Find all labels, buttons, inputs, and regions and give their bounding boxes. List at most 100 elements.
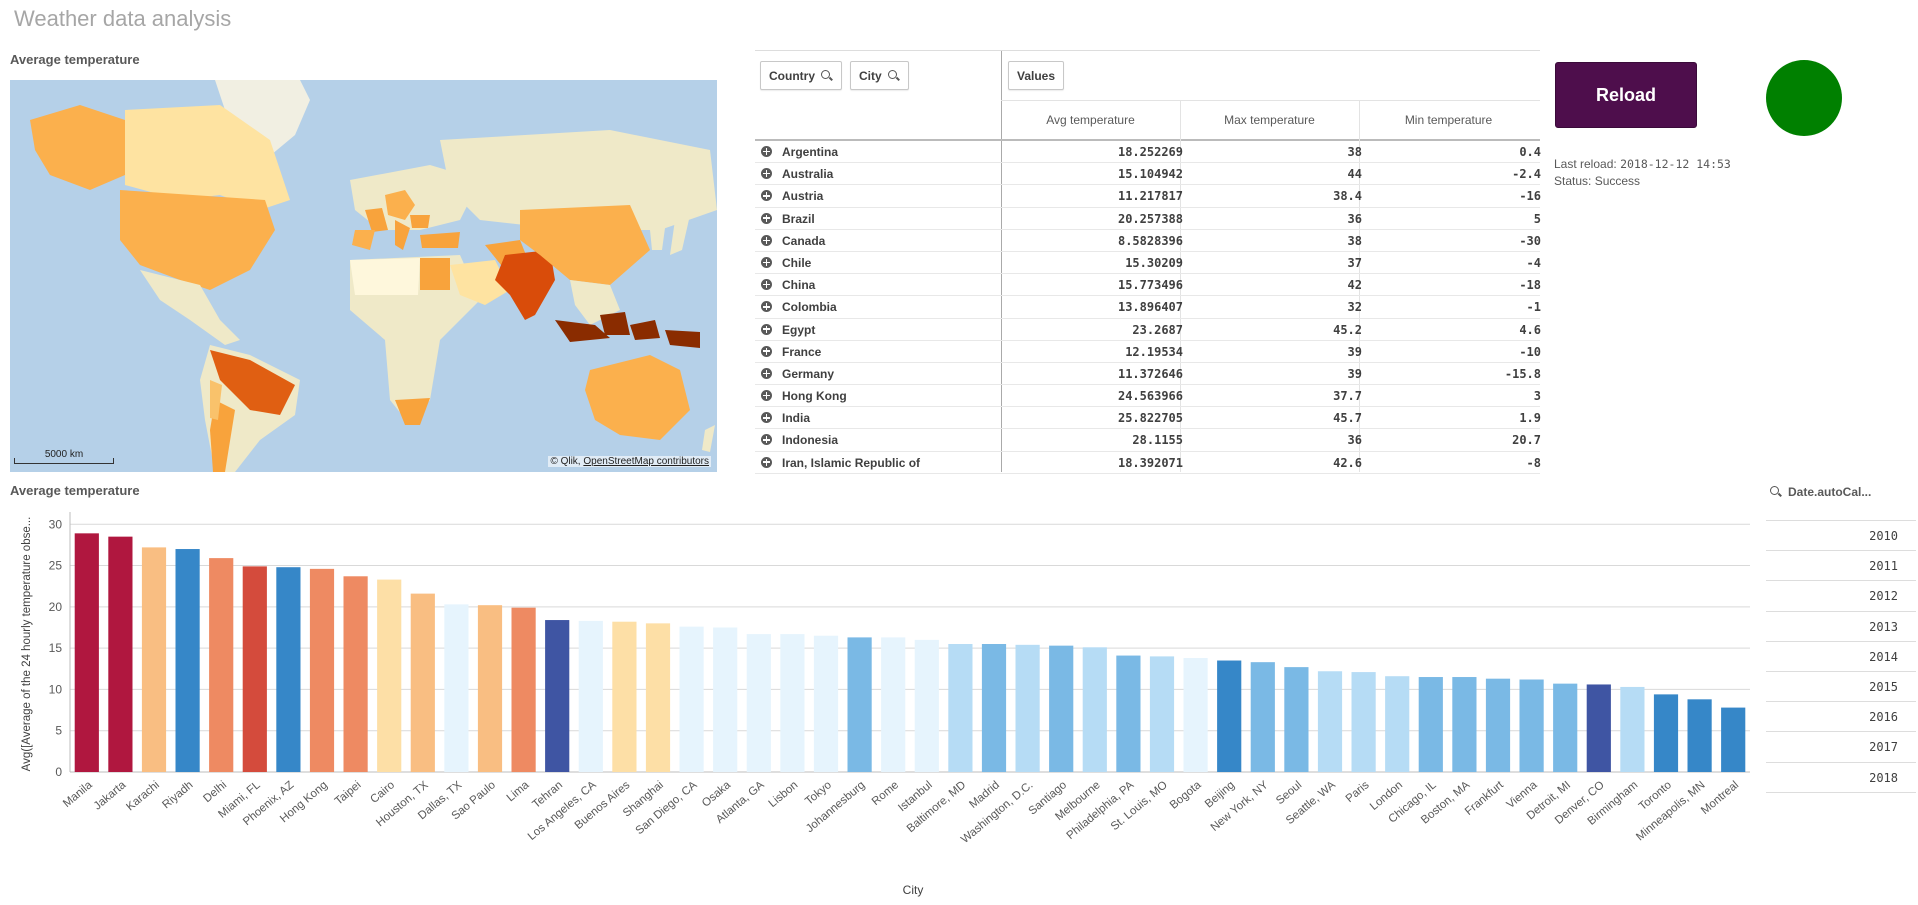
bar[interactable] — [1015, 644, 1040, 772]
bar[interactable] — [1217, 660, 1242, 772]
bar[interactable] — [1082, 647, 1107, 772]
bar[interactable] — [1586, 684, 1611, 772]
bar-chart[interactable]: 0 5 10 15 20 25 30 Manila Jakarta Karachi Riyadh De… — [10, 502, 1760, 902]
expand-plus-icon[interactable] — [761, 412, 772, 424]
row-country[interactable]: Egypt — [782, 322, 816, 337]
bar[interactable] — [1687, 699, 1712, 772]
table-row[interactable]: Germany 11.372646 39 -15.8 — [755, 363, 1541, 386]
row-country[interactable]: Brazil — [782, 211, 815, 226]
row-country[interactable]: Australia — [782, 167, 834, 182]
bar[interactable] — [1116, 655, 1141, 772]
date-filter-item[interactable]: 2011 — [1766, 551, 1916, 582]
bar[interactable] — [444, 604, 469, 772]
bar[interactable] — [242, 566, 267, 772]
choropleth-map[interactable]: 5000 km © Qlik, OpenStreetMap contributo… — [10, 80, 717, 472]
row-country[interactable]: Canada — [782, 233, 826, 248]
pivot-table[interactable]: Country City Values Avg temperature Max … — [755, 50, 1541, 474]
table-row[interactable]: Canada 8.5828396 38 -30 — [755, 230, 1541, 252]
expand-plus-icon[interactable] — [761, 434, 772, 446]
row-country[interactable]: China — [782, 278, 816, 293]
date-filter-item[interactable]: 2010 — [1766, 521, 1916, 552]
row-country[interactable]: Chile — [782, 255, 812, 270]
bar[interactable] — [1452, 677, 1477, 772]
expand-plus-icon[interactable] — [761, 323, 772, 335]
bar[interactable] — [377, 579, 402, 772]
bar[interactable] — [1317, 671, 1343, 772]
bar[interactable] — [1049, 645, 1074, 772]
bar[interactable] — [175, 549, 200, 772]
bar[interactable] — [847, 637, 872, 772]
table-row[interactable]: Chile 15.30209 37 -4 — [755, 252, 1541, 275]
date-filter-header[interactable]: Date.autoCal... — [1766, 478, 1916, 506]
bar[interactable] — [881, 637, 906, 772]
bar[interactable] — [511, 607, 536, 772]
bar[interactable] — [981, 644, 1007, 772]
expand-plus-icon[interactable] — [761, 367, 772, 379]
bar[interactable] — [948, 644, 973, 772]
row-country[interactable]: Iran, Islamic Republic of — [782, 455, 921, 470]
search-icon[interactable] — [887, 69, 900, 82]
table-row[interactable]: Indonesia 28.1155 36 20.7 — [755, 429, 1541, 452]
bar[interactable] — [343, 576, 368, 772]
bar[interactable] — [1149, 656, 1175, 772]
bar[interactable] — [1653, 694, 1679, 772]
expand-plus-icon[interactable] — [761, 390, 772, 402]
table-row[interactable]: Iran, Islamic Republic of 18.392071 42.6 -8 — [755, 452, 1541, 474]
table-row[interactable]: Brazil 20.257388 36 5 — [755, 208, 1541, 230]
row-country[interactable]: Austria — [782, 189, 824, 204]
expand-plus-icon[interactable] — [761, 146, 772, 157]
bar[interactable] — [1183, 658, 1208, 772]
expand-plus-icon[interactable] — [761, 456, 772, 468]
table-row[interactable]: Colombia 13.896407 32 -1 — [755, 296, 1541, 319]
bar[interactable] — [1519, 679, 1544, 772]
expand-plus-icon[interactable] — [761, 301, 772, 313]
bar[interactable] — [914, 639, 939, 772]
bar[interactable] — [1620, 686, 1645, 772]
table-row[interactable]: China 15.773496 42 -18 — [755, 274, 1541, 297]
bar[interactable] — [1351, 672, 1376, 772]
column-header-max[interactable]: Max temperature — [1224, 113, 1315, 127]
expand-plus-icon[interactable] — [761, 168, 772, 180]
row-country[interactable]: India — [782, 411, 811, 426]
bar[interactable] — [780, 634, 805, 772]
row-country[interactable]: Argentina — [782, 145, 839, 159]
expand-plus-icon[interactable] — [761, 256, 772, 268]
row-country[interactable]: France — [782, 344, 822, 359]
bar[interactable] — [410, 593, 435, 772]
column-header-avg[interactable]: Avg temperature — [1046, 113, 1135, 127]
bar[interactable] — [276, 567, 301, 772]
date-filter-item[interactable]: 2018 — [1766, 763, 1916, 793]
bar[interactable] — [813, 635, 839, 772]
table-row[interactable]: India 25.822705 45.7 1.9 — [755, 407, 1541, 430]
bar[interactable] — [1553, 683, 1578, 772]
dim-chip-city[interactable]: City — [850, 61, 909, 90]
bar[interactable] — [1385, 676, 1410, 772]
table-row[interactable]: Argentina 18.252269 38 0.4 — [755, 141, 1541, 164]
search-icon[interactable] — [821, 69, 833, 82]
table-row[interactable]: Egypt 23.2687 45.2 4.6 — [755, 319, 1541, 341]
bar[interactable] — [713, 627, 738, 772]
row-country[interactable]: Indonesia — [782, 433, 839, 448]
expand-plus-icon[interactable] — [761, 212, 772, 224]
table-row[interactable]: Australia 15.104942 44 -2.4 — [755, 163, 1541, 186]
table-row[interactable]: Austria 11.217817 38.4 -16 — [755, 185, 1541, 208]
dim-chip-country[interactable]: Country — [760, 61, 842, 90]
bar[interactable] — [477, 605, 503, 772]
bar[interactable] — [645, 623, 671, 772]
bar[interactable] — [1721, 707, 1746, 772]
bar[interactable] — [612, 621, 637, 772]
bar[interactable] — [309, 568, 335, 772]
expand-plus-icon[interactable] — [761, 279, 772, 291]
date-filter-item[interactable]: 2017 — [1766, 732, 1916, 763]
search-icon[interactable] — [1770, 486, 1782, 498]
bar[interactable] — [74, 533, 99, 772]
date-filter-item[interactable]: 2012 — [1766, 581, 1916, 612]
bar[interactable] — [141, 547, 167, 772]
bar[interactable] — [209, 558, 234, 772]
bar[interactable] — [1485, 678, 1511, 772]
bar[interactable] — [578, 620, 603, 772]
table-row[interactable]: France 12.19534 39 -10 — [755, 341, 1541, 363]
bar[interactable] — [1418, 677, 1443, 772]
bar[interactable] — [108, 536, 133, 772]
bar[interactable] — [1284, 667, 1309, 772]
